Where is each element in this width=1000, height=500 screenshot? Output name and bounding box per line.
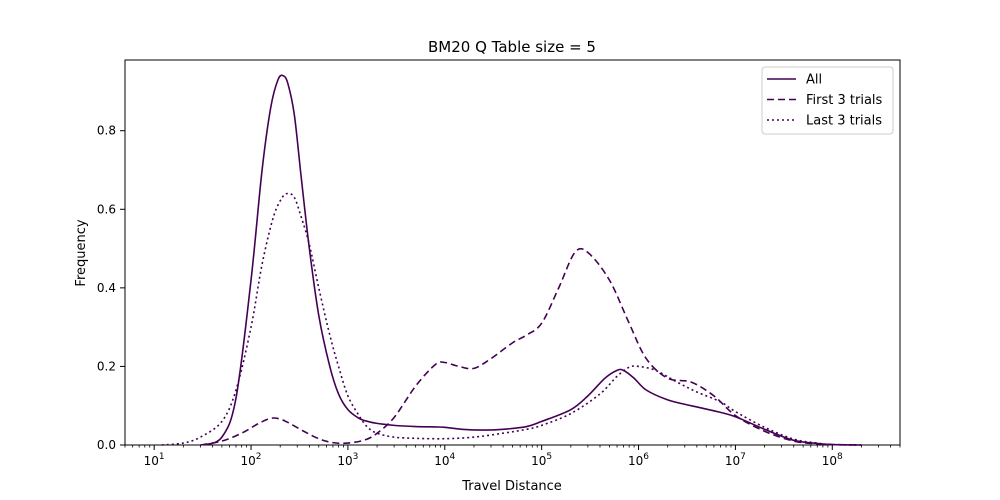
y-tick-label: 0.4 bbox=[97, 281, 116, 295]
series-line-3 bbox=[161, 192, 862, 446]
x-tick-label: 104 bbox=[434, 452, 455, 468]
x-tick-label: 106 bbox=[628, 452, 649, 468]
y-axis-title: Frequency bbox=[74, 219, 89, 286]
x-tick-label: 107 bbox=[725, 452, 746, 468]
x-tick-label: 101 bbox=[144, 452, 165, 468]
y-tick-label: 0.6 bbox=[97, 202, 116, 216]
y-tick-label: 0.2 bbox=[97, 359, 116, 373]
legend-label: Last 3 trials bbox=[806, 114, 882, 129]
chart-title: BM20 Q Table size = 5 bbox=[428, 38, 596, 56]
y-tick-label: 0.8 bbox=[97, 124, 116, 138]
legend-label: First 3 trials bbox=[806, 93, 883, 108]
series-line-1 bbox=[202, 74, 862, 446]
y-tick-label: 0.0 bbox=[97, 438, 116, 452]
series-layer bbox=[161, 74, 862, 446]
legend: All First 3 trials Last 3 trials bbox=[761, 66, 894, 135]
x-axis-title: Travel Distance bbox=[461, 479, 562, 494]
y-axis: 0.0 0.2 0.4 0.6 0.8 bbox=[97, 124, 125, 452]
x-axis: 101 102 103 104 105 106 107 108 bbox=[124, 445, 901, 468]
x-tick-label: 108 bbox=[822, 452, 843, 468]
legend-label: All bbox=[806, 73, 822, 88]
legend-box bbox=[761, 66, 894, 135]
series-line-2 bbox=[200, 247, 862, 446]
x-tick-label: 105 bbox=[531, 452, 552, 468]
x-tick-label: 103 bbox=[337, 452, 358, 468]
x-tick-label: 102 bbox=[241, 452, 262, 468]
